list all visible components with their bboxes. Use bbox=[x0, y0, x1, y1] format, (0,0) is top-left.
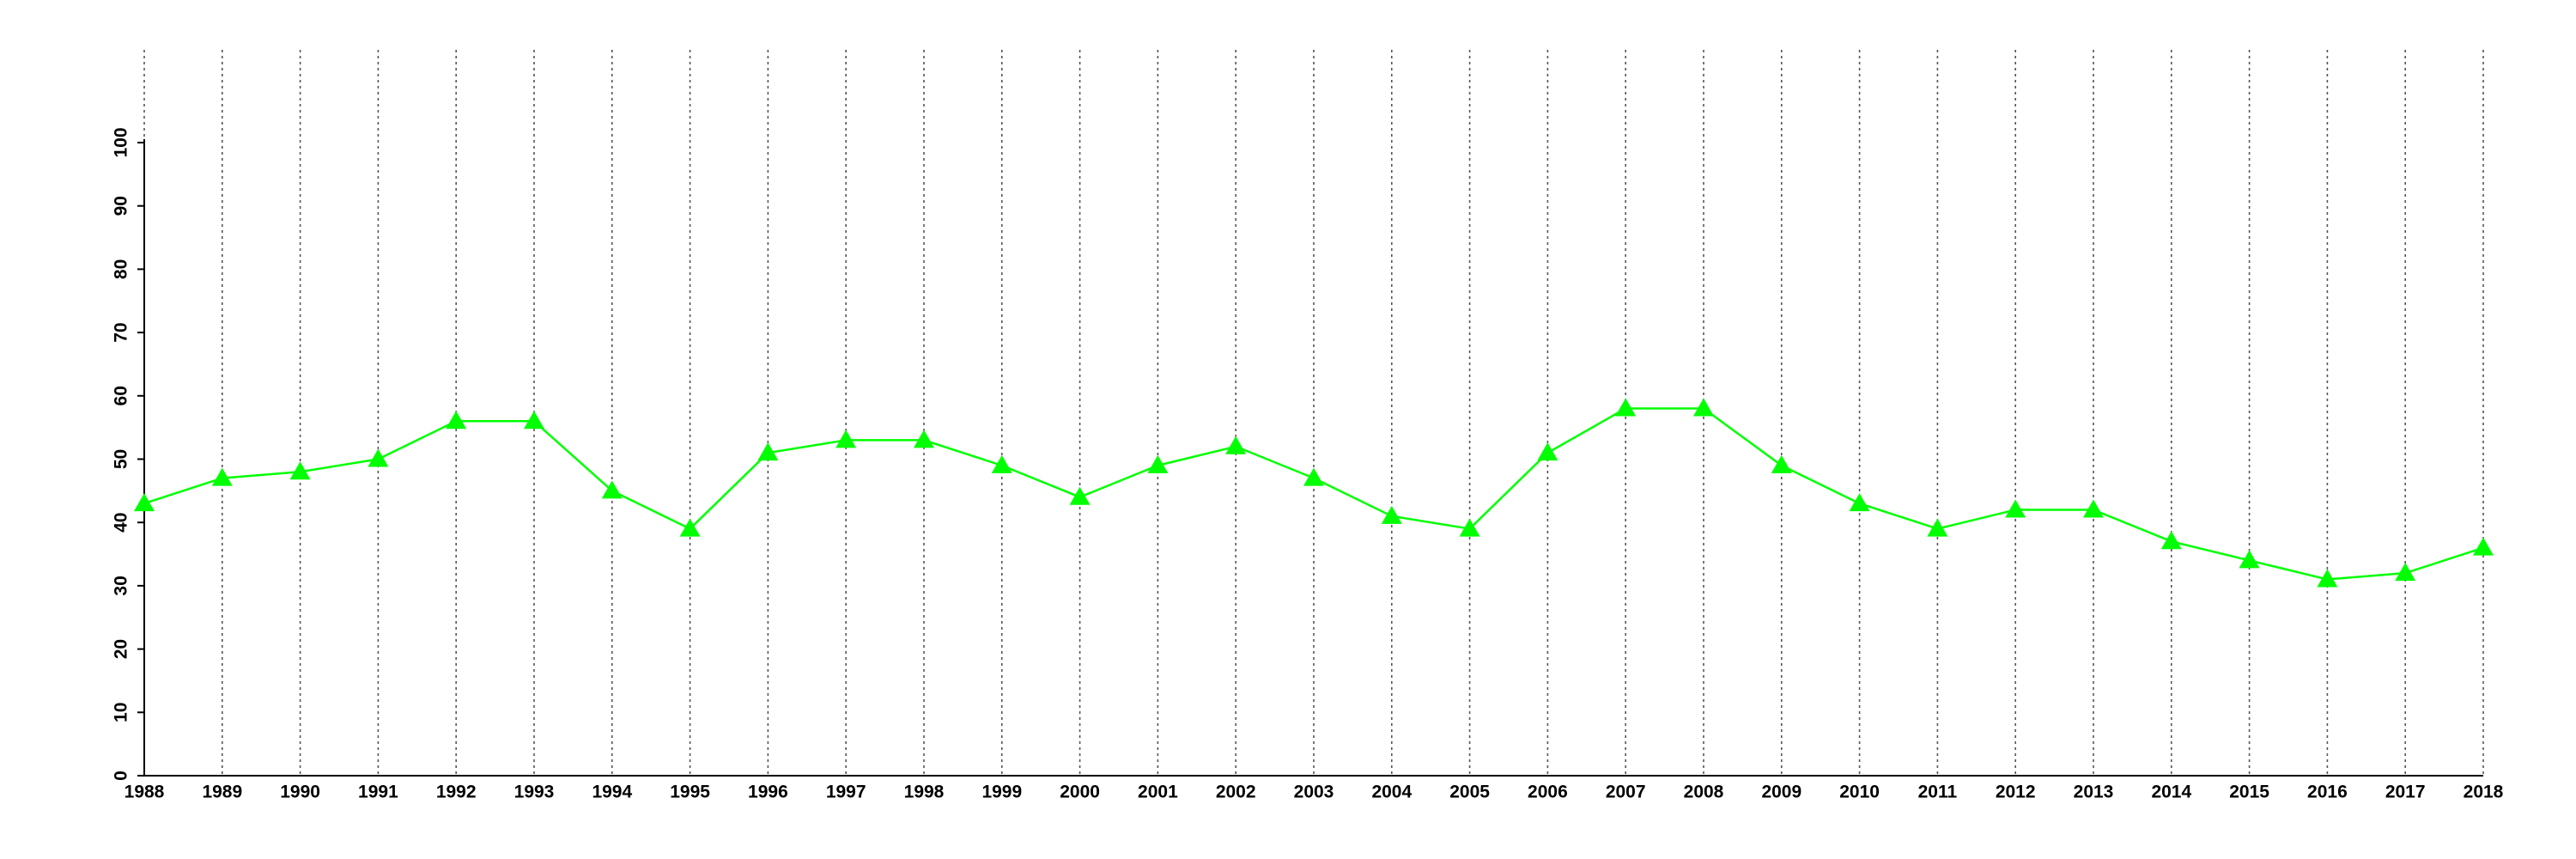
marker bbox=[1849, 493, 1870, 512]
x-tick-label: 2001 bbox=[1138, 783, 1178, 802]
x-tick-label: 1988 bbox=[125, 783, 165, 802]
marker bbox=[1147, 454, 1169, 473]
x-tick-label: 1996 bbox=[748, 783, 788, 802]
marker bbox=[1927, 518, 1948, 537]
marker bbox=[1771, 454, 1792, 473]
y-tick-label: 80 bbox=[112, 259, 131, 279]
marker bbox=[601, 480, 623, 499]
x-tick-label: 2012 bbox=[1996, 783, 2036, 802]
marker bbox=[1615, 398, 1637, 417]
x-tick-label: 1989 bbox=[202, 783, 242, 802]
x-tick-label: 2015 bbox=[2229, 783, 2269, 802]
y-tick-label: 10 bbox=[112, 703, 131, 722]
marker bbox=[2395, 563, 2416, 582]
y-tick-label: 70 bbox=[112, 322, 131, 342]
y-tick-label: 30 bbox=[112, 576, 131, 595]
x-tick-label: 1995 bbox=[670, 783, 710, 802]
marker bbox=[289, 461, 311, 480]
x-tick-label: 2002 bbox=[1216, 783, 1256, 802]
marker bbox=[1537, 442, 1558, 461]
marker bbox=[679, 518, 701, 537]
marker bbox=[835, 430, 857, 448]
marker bbox=[2160, 531, 2182, 550]
y-tick-label: 100 bbox=[112, 127, 131, 157]
marker bbox=[1381, 505, 1402, 524]
marker bbox=[134, 493, 155, 512]
marker bbox=[524, 411, 544, 430]
y-tick-label: 40 bbox=[112, 513, 131, 533]
marker bbox=[211, 467, 233, 486]
marker bbox=[914, 430, 934, 448]
x-tick-label: 2011 bbox=[1918, 783, 1958, 802]
x-tick-label: 1992 bbox=[436, 783, 477, 802]
x-tick-label: 2014 bbox=[2151, 783, 2191, 802]
marker bbox=[1459, 518, 1480, 537]
x-tick-label: 2005 bbox=[1449, 783, 1490, 802]
x-tick-label: 2007 bbox=[1606, 783, 1646, 802]
x-tick-label: 1990 bbox=[280, 783, 320, 802]
x-tick-label: 2009 bbox=[1761, 783, 1801, 802]
marker bbox=[2005, 499, 2026, 518]
y-tick-label: 90 bbox=[112, 196, 131, 216]
x-tick-label: 1991 bbox=[358, 783, 398, 802]
x-tick-label: 2000 bbox=[1060, 783, 1100, 802]
x-tick-label: 2003 bbox=[1294, 783, 1334, 802]
x-tick-label: 1994 bbox=[592, 783, 632, 802]
marker bbox=[2239, 550, 2260, 569]
marker bbox=[2317, 569, 2338, 588]
marker bbox=[757, 442, 779, 461]
x-tick-label: 1993 bbox=[514, 783, 555, 802]
x-tick-label: 1998 bbox=[904, 783, 945, 802]
x-tick-label: 1997 bbox=[826, 783, 866, 802]
marker bbox=[1069, 486, 1091, 505]
x-tick-label: 2013 bbox=[2074, 783, 2114, 802]
y-tick-label: 50 bbox=[112, 449, 131, 469]
x-tick-label: 2016 bbox=[2307, 783, 2348, 802]
y-tick-label: 0 bbox=[112, 771, 131, 781]
marker bbox=[1303, 467, 1324, 486]
marker bbox=[368, 448, 389, 467]
x-tick-label: 2017 bbox=[2385, 783, 2426, 802]
series-line bbox=[143, 407, 2484, 581]
marker bbox=[1693, 398, 1714, 417]
marker bbox=[991, 454, 1012, 473]
marker bbox=[1225, 436, 1247, 454]
x-tick-label: 2008 bbox=[1684, 783, 1724, 802]
marker bbox=[2473, 537, 2494, 556]
marker bbox=[446, 411, 467, 430]
x-tick-label: 2018 bbox=[2464, 783, 2504, 802]
x-tick-label: 2006 bbox=[1528, 783, 1568, 802]
marker bbox=[2083, 499, 2104, 518]
x-tick-label: 1999 bbox=[981, 783, 1022, 802]
x-tick-label: 2010 bbox=[1839, 783, 1880, 802]
x-tick-label: 2004 bbox=[1371, 783, 1412, 802]
y-tick-label: 60 bbox=[112, 386, 131, 405]
y-tick-label: 20 bbox=[112, 639, 131, 659]
